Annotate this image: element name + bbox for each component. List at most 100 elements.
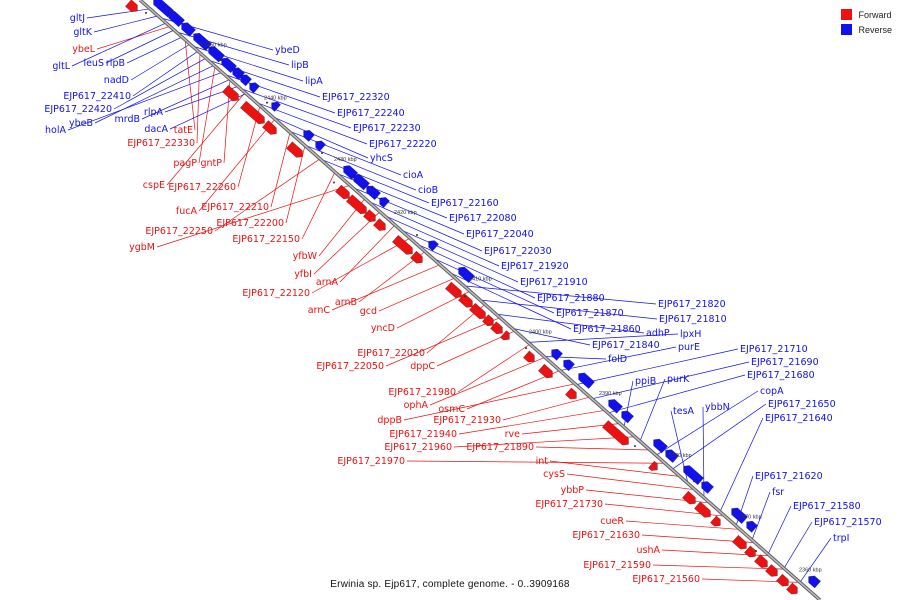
leader-line — [575, 348, 739, 386]
leader-line — [495, 313, 645, 334]
gene-arrow — [335, 184, 350, 200]
gene-arrow — [222, 85, 239, 102]
gene-label: EJP617_21840 — [592, 340, 660, 351]
gene-label: osmC — [438, 404, 465, 415]
reverse-gene — [731, 507, 748, 524]
feature-dot — [416, 234, 418, 236]
gene-label: EJP617_21560 — [632, 574, 700, 585]
gene-arrow — [482, 314, 494, 327]
gene-label: EJP617_21810 — [659, 314, 727, 325]
gene-arrow — [776, 573, 789, 587]
gene-arrow — [181, 22, 196, 37]
gene-label: lipA — [305, 76, 323, 87]
gene-label: EJP617_22020 — [357, 348, 425, 359]
feature-dot — [266, 101, 268, 104]
gene-arrow — [458, 266, 475, 283]
forward-gene — [765, 564, 778, 577]
gene-label: folD — [608, 354, 627, 365]
tick-label: 2390 kbp — [599, 391, 622, 397]
gene-arrow — [303, 130, 315, 142]
gene-label: EJP617_21980 — [388, 387, 456, 398]
gene-arrow — [648, 460, 658, 471]
leader-line — [521, 423, 621, 435]
gene-label: EJP617_21860 — [573, 324, 641, 335]
leader-line — [566, 473, 696, 491]
gene-label: EJP617_22410 — [63, 91, 131, 102]
leader-line — [71, 22, 167, 67]
tick-label: 2400 kbp — [529, 329, 552, 335]
leader-line — [783, 521, 813, 569]
gene-label: arnB — [335, 297, 357, 308]
forward-gene — [732, 535, 747, 550]
reverse-gene — [315, 140, 326, 152]
gene-arrow — [682, 490, 696, 505]
gene-arrow — [168, 10, 185, 28]
gene-label: ybeL — [72, 44, 95, 55]
reverse-gene — [653, 438, 668, 454]
leader-line — [378, 277, 456, 312]
gene-label: yfbW — [293, 251, 318, 262]
gene-label: EJP617_21580 — [793, 501, 861, 512]
gene-label: mrdB — [114, 114, 140, 125]
reverse-swatch — [841, 24, 853, 35]
leader-line — [799, 537, 832, 583]
gene-label: arnC — [308, 305, 331, 316]
gene-label: ygbM — [129, 242, 155, 253]
leader-line — [463, 285, 657, 305]
gene-label: EJP617_21690 — [751, 357, 819, 368]
gene-label: EJP617_22150 — [232, 234, 300, 245]
leader-line — [94, 64, 215, 124]
gene-label: yhcS — [370, 153, 393, 164]
leader-line — [93, 15, 159, 33]
leader-line — [331, 264, 441, 311]
forward-gene — [786, 582, 798, 595]
gene-arrow — [746, 521, 758, 533]
gene-label: EJP617_22420 — [44, 104, 112, 115]
tick-label: 2410 kbp — [469, 276, 492, 282]
leader-line — [156, 184, 351, 248]
gene-label: int — [536, 456, 549, 467]
gene-label: ybbP — [561, 485, 585, 496]
forward-gene — [262, 120, 277, 135]
feature-dot — [464, 295, 466, 298]
leader-line — [214, 158, 321, 232]
leader-line — [130, 43, 191, 81]
gene-label: gcd — [360, 306, 377, 317]
gene-arrow — [125, 0, 138, 12]
forward-gene — [458, 293, 473, 308]
forward-gene — [538, 363, 553, 379]
leader-line — [429, 357, 546, 406]
gene-label: EJP617_21730 — [535, 499, 603, 510]
gene-label: gltK — [73, 27, 92, 38]
backbone-axis — [138, 0, 822, 600]
leader-line — [559, 346, 677, 371]
legend-label: Forward — [858, 9, 892, 20]
reverse-gene — [303, 130, 315, 142]
gene-label: fsr — [772, 487, 784, 498]
forward-gene — [776, 573, 789, 587]
leader-line — [502, 396, 591, 421]
gene-arrow — [262, 120, 277, 135]
gene-label: trpI — [833, 533, 849, 544]
leader-line — [767, 505, 792, 555]
legend-item-forward: Forward — [841, 9, 892, 20]
gene-arrow — [240, 74, 252, 87]
leader-line — [67, 72, 223, 131]
gene-arrow — [808, 575, 821, 589]
gene-label: EJP617_22260 — [168, 182, 236, 193]
feature-dot — [145, 11, 147, 14]
forward-gene — [565, 387, 577, 400]
leader-line — [301, 171, 336, 240]
reverse-gene — [193, 33, 212, 51]
gene-label: arnA — [316, 277, 339, 288]
gene-label: ybeD — [275, 45, 300, 56]
reverse-gene — [240, 74, 252, 87]
gene-label: purK — [667, 374, 690, 385]
gene-label: EJP617_21710 — [740, 344, 808, 355]
gene-label: rlpB — [106, 58, 125, 69]
leader-lines — [67, 8, 832, 583]
gene-label: EJP617_21880 — [537, 293, 605, 304]
gene-arrow — [710, 515, 721, 527]
reverse-gene — [458, 266, 475, 283]
